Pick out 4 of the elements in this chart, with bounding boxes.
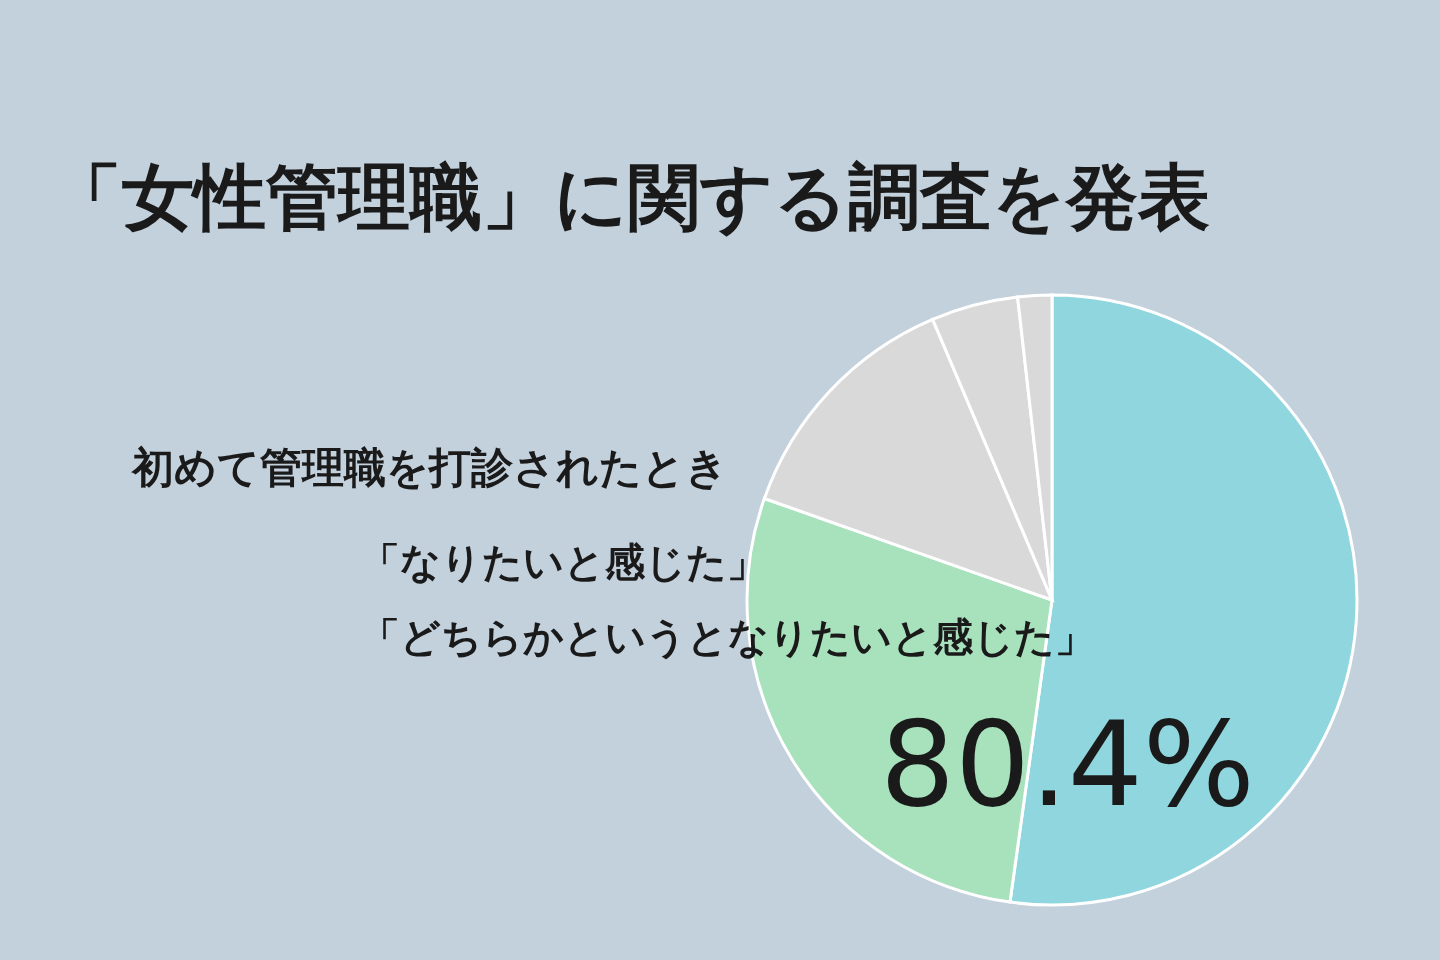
- chart-title: 「女性管理職」に関する調査を発表: [50, 154, 1210, 241]
- text: 初めて管理職を打診されたとき: [132, 442, 728, 494]
- text: 「なりたいと感じた」: [360, 538, 767, 587]
- text: 「どちらかというとなりたいと感じた」: [360, 613, 1095, 662]
